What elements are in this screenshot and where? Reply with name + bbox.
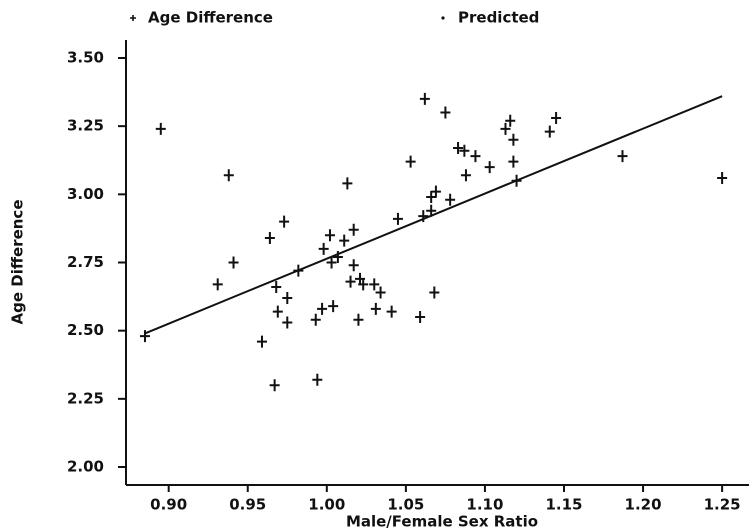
data-point [212, 278, 223, 291]
x-tick-label: 1.20 [625, 496, 662, 514]
data-point [551, 111, 562, 124]
data-point [419, 92, 430, 105]
data-point [264, 231, 275, 244]
data-point [223, 169, 234, 182]
y-tick-label: 3.00 [67, 185, 104, 203]
data-point [312, 373, 323, 386]
data-point [508, 155, 519, 168]
data-point [155, 122, 166, 135]
data-point [508, 133, 519, 146]
data-point [460, 169, 471, 182]
data-point [617, 150, 628, 163]
data-point [453, 141, 464, 154]
data-point [328, 300, 339, 313]
data-point [342, 177, 353, 190]
data-point [310, 313, 321, 326]
y-tick-label: 2.00 [67, 458, 104, 476]
y-tick-label: 2.50 [67, 321, 104, 339]
data-point [324, 229, 335, 242]
data-point [332, 251, 343, 264]
data-point [279, 215, 290, 228]
data-point [505, 114, 516, 127]
data-point [375, 286, 386, 299]
data-point [271, 281, 282, 294]
y-axis-label: Age Difference [9, 200, 27, 325]
data-point [544, 125, 555, 138]
data-point [282, 316, 293, 329]
data-point [256, 335, 267, 348]
legend-label: Age Difference [148, 9, 273, 27]
data-point [392, 212, 403, 225]
data-point [139, 330, 150, 343]
data-point [426, 191, 437, 204]
x-tick-label: 1.15 [545, 496, 582, 514]
data-point [353, 313, 364, 326]
data-point [484, 161, 495, 174]
x-tick-label: 1.05 [387, 496, 424, 514]
legend-symbol [130, 15, 136, 21]
legend: Age Difference Predicted [130, 9, 539, 27]
legend-label: Predicted [458, 9, 539, 27]
data-point [272, 305, 283, 318]
data-point [348, 223, 359, 236]
predicted-line [144, 95, 723, 335]
data-point [470, 150, 481, 163]
x-tick-label: 0.90 [150, 496, 187, 514]
data-point [445, 193, 456, 206]
x-tick-label: 0.95 [229, 496, 266, 514]
data-point [418, 210, 429, 223]
data-point [369, 278, 380, 291]
data-point [228, 256, 239, 269]
data-point [317, 302, 328, 315]
data-point [386, 305, 397, 318]
y-tick-label: 2.25 [67, 389, 104, 407]
data-point [429, 286, 440, 299]
y-tick-label: 2.75 [67, 253, 104, 271]
y-tick-label: 3.50 [67, 48, 104, 66]
y-tick-label: 3.25 [67, 117, 104, 135]
data-point [415, 311, 426, 324]
data-point [358, 278, 369, 291]
data-point [440, 106, 451, 119]
x-tick-label: 1.10 [466, 496, 503, 514]
data-point [345, 275, 356, 288]
legend-symbol [441, 16, 445, 20]
data-point [269, 379, 280, 392]
data-point [500, 122, 511, 135]
x-tick-label: 1.25 [704, 496, 741, 514]
data-point [318, 242, 329, 255]
data-point [430, 185, 441, 198]
data-point [282, 291, 293, 304]
data-point [405, 155, 416, 168]
data-point [348, 259, 359, 272]
data-point [370, 302, 381, 315]
data-point [326, 256, 337, 269]
data-point [339, 234, 350, 247]
data-point [717, 171, 728, 184]
data-point [459, 144, 470, 157]
x-tick-label: 1.00 [308, 496, 345, 514]
x-axis-label: Male/Female Sex Ratio [346, 513, 538, 531]
